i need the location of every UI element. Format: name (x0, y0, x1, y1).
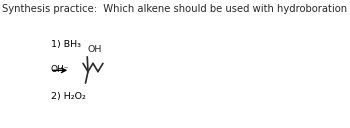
Text: OH: OH (88, 45, 102, 54)
Text: Synthesis practice:  Which alkene should be used with hydroboration to make the : Synthesis practice: Which alkene should … (2, 4, 350, 14)
Text: OH⁻: OH⁻ (50, 65, 69, 74)
Text: 1) BH₃: 1) BH₃ (51, 40, 80, 49)
Text: 2) H₂O₂: 2) H₂O₂ (51, 92, 85, 101)
